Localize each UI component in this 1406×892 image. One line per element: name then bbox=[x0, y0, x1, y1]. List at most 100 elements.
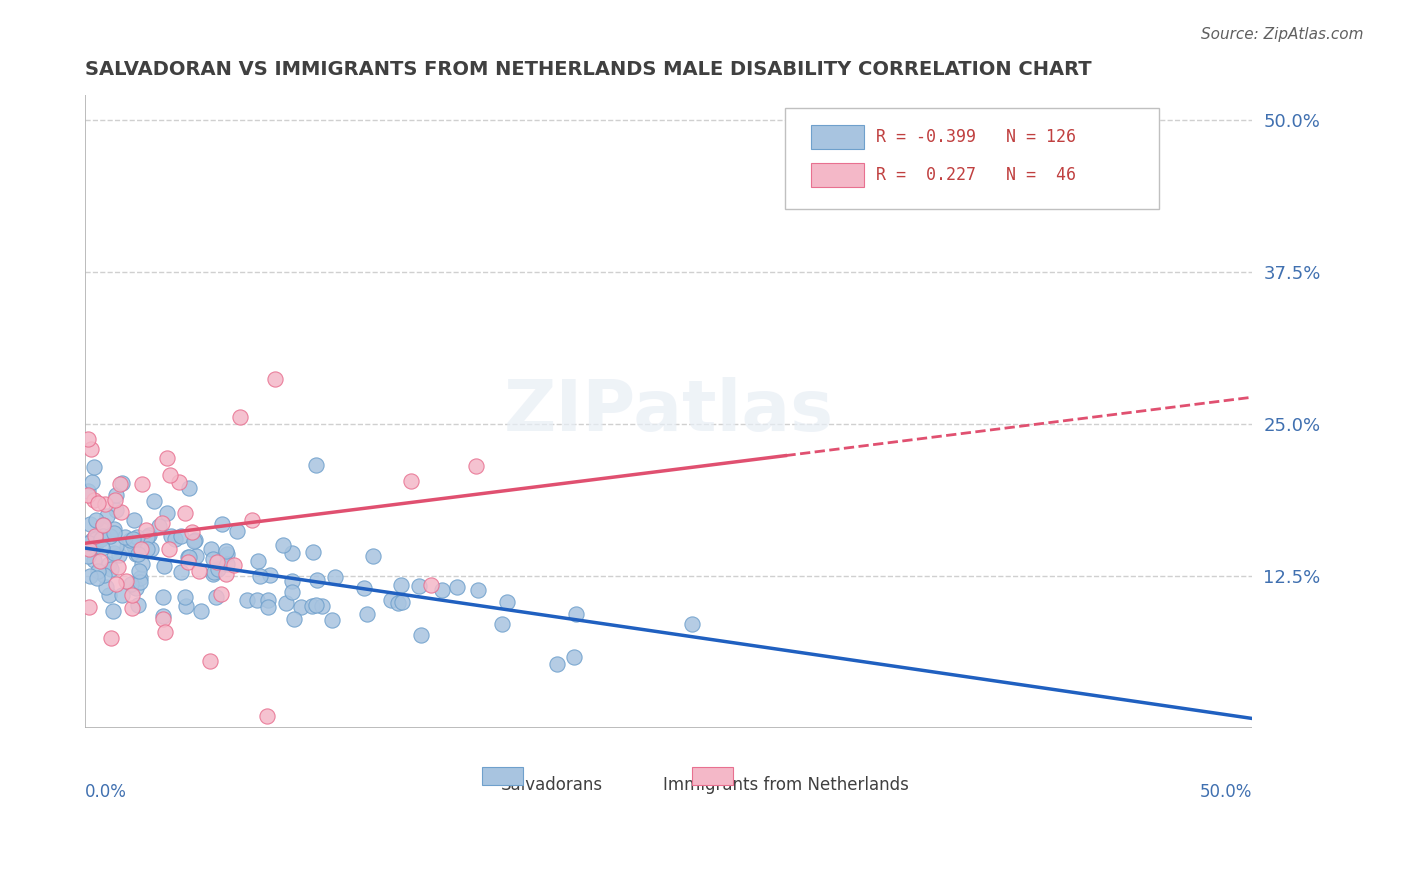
Point bbox=[86, 571, 108, 585]
Point bbox=[159, 529, 181, 543]
Point bbox=[389, 578, 412, 592]
Point bbox=[90, 532, 112, 546]
Point bbox=[183, 533, 205, 548]
Point bbox=[264, 372, 287, 386]
Point bbox=[305, 458, 328, 472]
Point bbox=[217, 547, 239, 561]
Text: R = -0.399   N = 126: R = -0.399 N = 126 bbox=[876, 128, 1077, 146]
Point bbox=[83, 459, 105, 474]
Point bbox=[103, 521, 125, 535]
Text: 0.0%: 0.0% bbox=[86, 783, 127, 801]
Point bbox=[122, 513, 145, 527]
Point bbox=[84, 533, 107, 547]
Point bbox=[110, 475, 132, 490]
Point bbox=[79, 542, 101, 557]
Point bbox=[152, 609, 174, 624]
Point bbox=[136, 530, 159, 544]
Text: ZIPatlas: ZIPatlas bbox=[503, 377, 834, 446]
Point bbox=[209, 587, 232, 601]
Point bbox=[305, 599, 328, 613]
Point bbox=[184, 533, 207, 548]
Point bbox=[311, 599, 333, 613]
Point bbox=[118, 533, 141, 548]
Point bbox=[127, 530, 149, 544]
Point bbox=[226, 524, 249, 538]
Point bbox=[249, 569, 271, 583]
Point bbox=[93, 567, 115, 582]
Point bbox=[103, 546, 125, 560]
Point bbox=[83, 529, 105, 543]
Point bbox=[115, 574, 138, 588]
Point bbox=[94, 497, 117, 511]
Point bbox=[305, 573, 328, 587]
Point bbox=[104, 539, 127, 553]
Text: 50.0%: 50.0% bbox=[1199, 783, 1253, 801]
Point bbox=[215, 544, 238, 558]
Point bbox=[105, 488, 128, 502]
Point bbox=[153, 558, 176, 573]
FancyBboxPatch shape bbox=[786, 108, 1159, 210]
Point bbox=[79, 568, 101, 582]
Point bbox=[491, 617, 513, 632]
Point bbox=[122, 539, 145, 553]
Point bbox=[96, 508, 118, 523]
Point bbox=[150, 516, 173, 530]
Point bbox=[301, 599, 323, 614]
Point bbox=[202, 566, 225, 581]
Point bbox=[155, 506, 177, 520]
Point bbox=[89, 529, 111, 543]
Point bbox=[100, 562, 122, 576]
Point bbox=[380, 592, 402, 607]
Point bbox=[211, 516, 233, 531]
Point bbox=[356, 607, 378, 621]
Point bbox=[177, 550, 200, 565]
Point bbox=[76, 549, 98, 563]
Text: Salvadorans: Salvadorans bbox=[501, 776, 603, 794]
Point bbox=[257, 592, 280, 607]
Point bbox=[148, 519, 170, 533]
Point bbox=[111, 588, 134, 602]
Point bbox=[127, 547, 149, 561]
Text: Source: ZipAtlas.com: Source: ZipAtlas.com bbox=[1201, 27, 1364, 42]
Point bbox=[114, 530, 136, 544]
Point bbox=[104, 576, 127, 591]
Point bbox=[163, 533, 186, 547]
Point bbox=[103, 525, 125, 540]
Point bbox=[173, 591, 195, 605]
Point bbox=[283, 612, 305, 626]
Point bbox=[121, 588, 143, 602]
Point bbox=[446, 580, 468, 594]
Text: R =  0.227   N =  46: R = 0.227 N = 46 bbox=[876, 166, 1077, 184]
Point bbox=[256, 709, 278, 723]
Point bbox=[104, 492, 127, 507]
Point bbox=[156, 450, 179, 465]
Point bbox=[105, 503, 128, 517]
Point bbox=[103, 604, 125, 618]
Point bbox=[432, 582, 454, 597]
FancyBboxPatch shape bbox=[692, 767, 733, 785]
FancyBboxPatch shape bbox=[482, 767, 523, 785]
Text: SALVADORAN VS IMMIGRANTS FROM NETHERLANDS MALE DISABILITY CORRELATION CHART: SALVADORAN VS IMMIGRANTS FROM NETHERLAND… bbox=[86, 60, 1092, 78]
Point bbox=[200, 541, 222, 556]
Point bbox=[361, 549, 384, 563]
Point bbox=[90, 541, 112, 555]
Point bbox=[136, 541, 159, 556]
Point bbox=[201, 552, 224, 566]
Point bbox=[169, 529, 191, 543]
Point bbox=[228, 410, 250, 425]
Point bbox=[246, 554, 269, 568]
Point bbox=[135, 524, 157, 538]
Point bbox=[176, 599, 198, 613]
Point bbox=[91, 517, 114, 532]
Point bbox=[200, 654, 222, 668]
Point bbox=[173, 506, 195, 520]
Point bbox=[98, 558, 121, 572]
Point bbox=[125, 581, 148, 595]
FancyBboxPatch shape bbox=[811, 163, 863, 187]
Point bbox=[290, 600, 312, 615]
Point bbox=[187, 564, 209, 578]
Point bbox=[179, 482, 201, 496]
Point bbox=[110, 504, 132, 518]
Point bbox=[205, 591, 228, 605]
Point bbox=[77, 536, 100, 550]
